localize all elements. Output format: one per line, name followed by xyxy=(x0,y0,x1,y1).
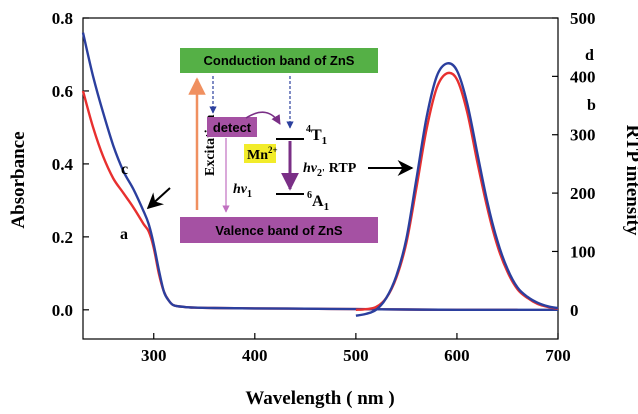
y-axis-ticks: 0.0 0.2 0.4 0.6 0.8 xyxy=(52,9,89,320)
x-tick-label: 600 xyxy=(444,346,470,365)
conduction-band-label: Conduction band of ZnS xyxy=(204,53,355,68)
series-lines xyxy=(81,32,559,317)
y2-tick-label: 200 xyxy=(570,184,596,203)
hv1-label: hv1 xyxy=(233,182,252,200)
y-axis-title: Absorbance xyxy=(8,131,29,228)
x-axis-title: Wavelength ( nm ) xyxy=(245,388,394,409)
y2-tick-label: 100 xyxy=(570,242,596,261)
mn-label: Mn2+ xyxy=(247,145,278,163)
pointer-arrow-absorbance xyxy=(146,187,171,210)
y2-tick-label: 300 xyxy=(570,126,596,145)
conduction-band-box xyxy=(180,48,378,73)
valence-band-label: Valence band of ZnS xyxy=(215,223,342,238)
x-axis-ticks: 300 400 500 600 700 xyxy=(141,333,571,365)
series-line-b xyxy=(355,71,559,311)
x-tick-label: 300 xyxy=(141,346,167,365)
hv2-rtp-label: hv2' RTP xyxy=(303,161,357,179)
y-tick-label: 0.8 xyxy=(52,9,73,28)
x-tick-label: 700 xyxy=(545,346,571,365)
mn-box xyxy=(244,144,276,163)
transfer-arrow xyxy=(245,111,281,125)
curve-label-d: d xyxy=(585,47,594,64)
plot-frame xyxy=(82,17,559,340)
y2-axis-title: RTP intensity xyxy=(622,125,638,236)
curve-label-c: c xyxy=(121,161,128,178)
curve-label-a: a xyxy=(120,226,128,243)
y-tick-label: 0.0 xyxy=(52,301,73,320)
level-4t1-label: 4T1 xyxy=(306,124,327,147)
series-line-a xyxy=(81,90,518,312)
level-6a1-label: 6A1 xyxy=(307,190,329,213)
y2-tick-label: 500 xyxy=(570,9,596,28)
detect-label: detect xyxy=(213,120,252,135)
y-tick-label: 0.4 xyxy=(52,155,74,174)
inset-diagram: Conduction band of ZnS Valence band of Z… xyxy=(180,48,378,243)
y2-tick-label: 0 xyxy=(570,301,579,320)
series-line-c xyxy=(81,32,559,312)
detect-box xyxy=(207,117,257,137)
series-line-d xyxy=(355,62,559,317)
curve-label-b: b xyxy=(587,97,596,114)
y-tick-label: 0.6 xyxy=(52,82,73,101)
x-tick-label: 400 xyxy=(242,346,268,365)
y-tick-label: 0.2 xyxy=(52,228,73,247)
y2-tick-label: 400 xyxy=(570,67,596,86)
y2-axis-ticks: 0 100 200 300 400 500 xyxy=(552,9,596,320)
valence-band-box xyxy=(180,217,378,243)
x-tick-label: 500 xyxy=(343,346,369,365)
